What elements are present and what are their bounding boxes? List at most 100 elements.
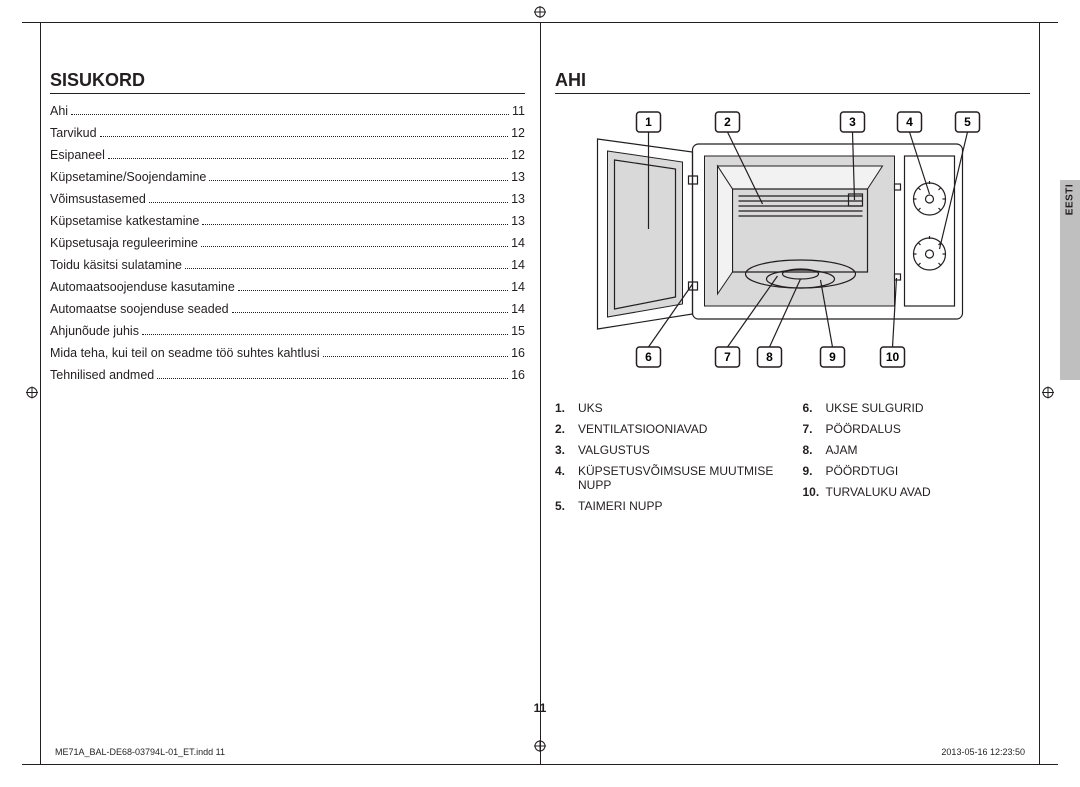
parts-number: 7. (803, 422, 821, 436)
svg-text:5: 5 (964, 115, 971, 129)
toc-leader (323, 356, 508, 357)
toc-leader (157, 378, 508, 379)
toc-row: Toidu käsitsi sulatamine14 (50, 258, 525, 272)
toc-leader (202, 224, 508, 225)
toc-label: Mida teha, kui teil on seadme töö suhtes… (50, 346, 320, 360)
toc-label: Toidu käsitsi sulatamine (50, 258, 182, 272)
toc-page: 15 (511, 324, 525, 338)
parts-number: 3. (555, 443, 573, 457)
parts-list-left: 1. UKS 2. VENTILATSIOONIAVAD 3.VALGUSTUS 4.KÜ… (555, 401, 783, 520)
microwave-diagram: 1 2 3 4 5 (555, 104, 1030, 384)
toc-label: Automaatsoojenduse kasutamine (50, 280, 235, 294)
parts-label: KÜPSETUSVÕIMSUSE MUUTMISE NUPP (578, 464, 783, 492)
svg-text:7: 7 (724, 350, 731, 364)
parts-row: 9.PÖÖRDTUGI (803, 464, 1031, 478)
parts-row: 2. VENTILATSIOONIAVAD (555, 422, 783, 436)
toc-page: 14 (511, 236, 525, 250)
parts-number: 8. (803, 443, 821, 457)
parts-number: 5. (555, 499, 573, 513)
svg-text:9: 9 (829, 350, 836, 364)
toc-row: Küpsetusaja reguleerimine14 (50, 236, 525, 250)
callout-1: 1 (637, 112, 661, 132)
parts-label: UKSE SULGURID (826, 401, 924, 415)
toc-row: Võimsustasemed 13 (50, 192, 525, 206)
svg-text:8: 8 (766, 350, 773, 364)
parts-list: 1. UKS 2. VENTILATSIOONIAVAD 3.VALGUSTUS 4.KÜ… (555, 401, 1030, 520)
toc-label: Küpsetamise katkestamine (50, 214, 199, 228)
toc-title: SISUKORD (50, 70, 525, 94)
toc-page: 13 (511, 170, 525, 184)
parts-number: 2. (555, 422, 573, 436)
toc-page: 14 (511, 302, 525, 316)
parts-label: UKS (578, 401, 603, 415)
toc-page: 14 (511, 280, 525, 294)
right-column: AHI 1 2 3 4 5 (555, 70, 1030, 520)
callout-2: 2 (716, 112, 740, 132)
callout-5: 5 (956, 112, 980, 132)
page-number: 11 (534, 701, 547, 715)
toc-page: 13 (511, 214, 525, 228)
callout-9: 9 (821, 347, 845, 367)
toc-leader (71, 114, 509, 115)
registration-mark-icon (26, 386, 38, 401)
parts-row: 8. AJAM (803, 443, 1031, 457)
toc-row: Tarvikud 12 (50, 126, 525, 140)
language-tab: EESTI (1060, 180, 1080, 380)
svg-text:4: 4 (906, 115, 913, 129)
parts-label: VENTILATSIOONIAVAD (578, 422, 707, 436)
callout-7: 7 (716, 347, 740, 367)
toc-row: Automaatse soojenduse seaded14 (50, 302, 525, 316)
crop-line (540, 22, 541, 765)
svg-text:10: 10 (886, 350, 900, 364)
toc-row: Automaatsoojenduse kasutamine 14 (50, 280, 525, 294)
toc-row: Mida teha, kui teil on seadme töö suhtes… (50, 346, 525, 360)
crop-line (1039, 22, 1040, 765)
toc-leader (142, 334, 508, 335)
table-of-contents: Ahi11Tarvikud12Esipaneel12Küpsetamine/So… (50, 104, 525, 382)
toc-row: Küpsetamise katkestamine 13 (50, 214, 525, 228)
svg-text:3: 3 (849, 115, 856, 129)
parts-number: 4. (555, 464, 573, 492)
toc-label: Ahjunõude juhis (50, 324, 139, 338)
parts-row: 7. PÖÖRDALUS (803, 422, 1031, 436)
parts-label: PÖÖRDALUS (826, 422, 901, 436)
toc-page: 12 (511, 148, 525, 162)
toc-label: Võimsustasemed (50, 192, 146, 206)
toc-row: Ahjunõude juhis 15 (50, 324, 525, 338)
toc-label: Tehnilised andmed (50, 368, 154, 382)
toc-row: Ahi 11 (50, 104, 525, 118)
parts-label: TAIMERI NUPP (578, 499, 662, 513)
callout-4: 4 (898, 112, 922, 132)
toc-leader (201, 246, 508, 247)
svg-text:2: 2 (724, 115, 731, 129)
toc-label: Ahi (50, 104, 68, 118)
toc-label: Tarvikud (50, 126, 97, 140)
toc-page: 12 (511, 126, 525, 140)
toc-page: 13 (511, 192, 525, 206)
toc-row: Küpsetamine/Soojendamine 13 (50, 170, 525, 184)
parts-row: 6. UKSE SULGURID (803, 401, 1031, 415)
registration-mark-icon (1042, 386, 1054, 401)
parts-row: 10.TURVALUKU AVAD (803, 485, 1031, 499)
parts-number: 6. (803, 401, 821, 415)
toc-leader (209, 180, 508, 181)
toc-leader (185, 268, 508, 269)
registration-mark-icon (534, 740, 546, 755)
callout-3: 3 (841, 112, 865, 132)
section-title: AHI (555, 70, 1030, 94)
registration-mark-icon (534, 6, 546, 21)
svg-text:1: 1 (645, 115, 652, 129)
toc-leader (108, 158, 508, 159)
parts-label: AJAM (826, 443, 858, 457)
toc-label: Küpsetamine/Soojendamine (50, 170, 206, 184)
toc-leader (232, 312, 508, 313)
toc-leader (238, 290, 508, 291)
callout-10: 10 (881, 347, 905, 367)
parts-row: 3.VALGUSTUS (555, 443, 783, 457)
toc-row: Esipaneel12 (50, 148, 525, 162)
parts-label: TURVALUKU AVAD (826, 485, 931, 499)
parts-number: 1. (555, 401, 573, 415)
parts-row: 4.KÜPSETUSVÕIMSUSE MUUTMISE NUPP (555, 464, 783, 492)
toc-page: 11 (512, 104, 525, 118)
callout-8: 8 (758, 347, 782, 367)
